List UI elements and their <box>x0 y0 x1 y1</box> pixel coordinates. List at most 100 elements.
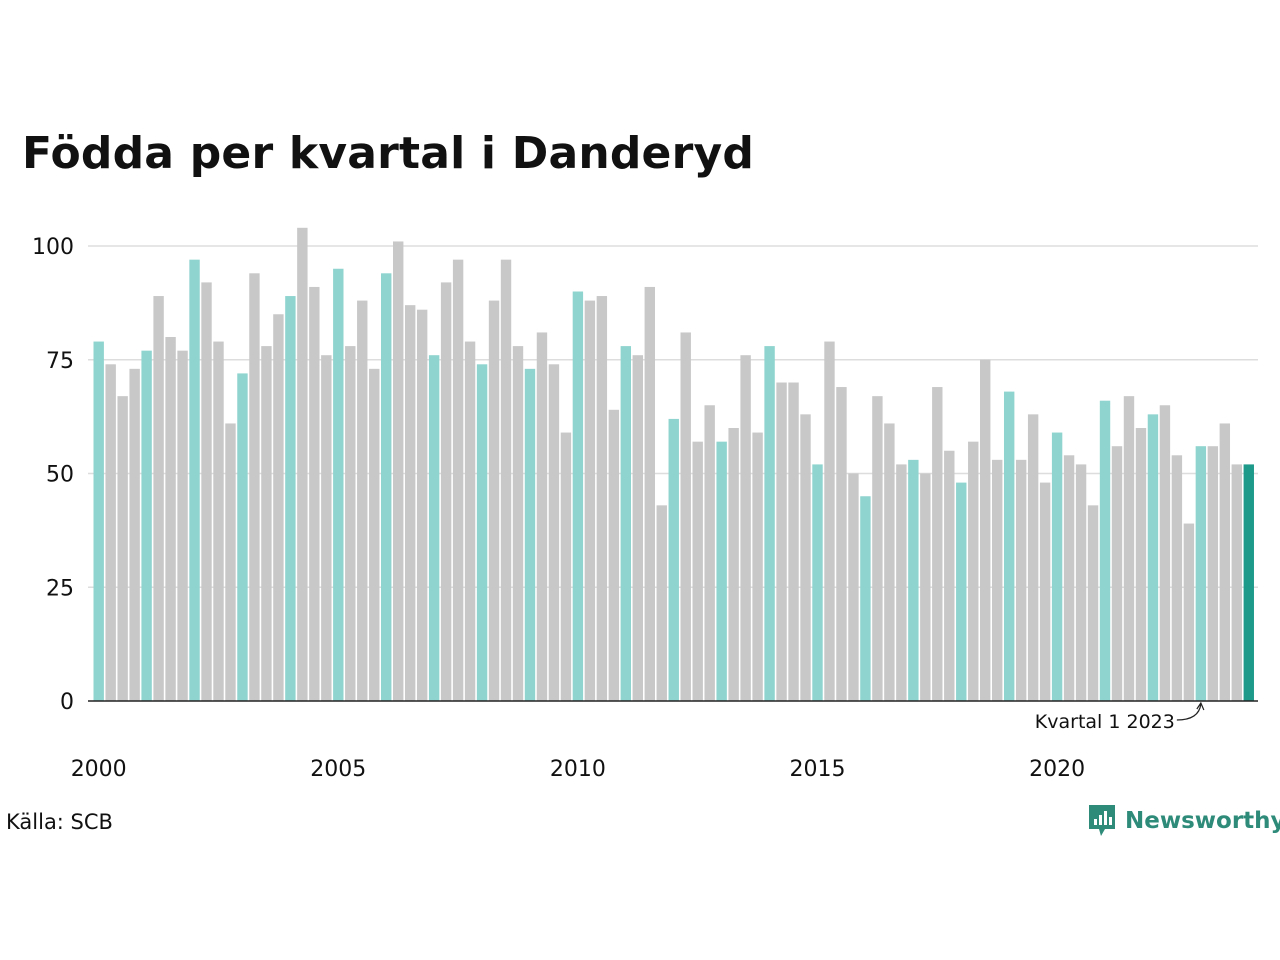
bar <box>165 337 176 701</box>
bar <box>261 346 272 701</box>
bar <box>1135 428 1147 701</box>
bar <box>1039 482 1051 701</box>
bar <box>1207 446 1219 701</box>
bar <box>369 368 380 701</box>
bar <box>848 473 859 701</box>
bar <box>692 441 703 701</box>
bar <box>321 355 332 701</box>
bar <box>1099 400 1111 701</box>
bar <box>141 350 152 701</box>
bar <box>1063 455 1075 701</box>
bar <box>357 300 368 701</box>
bars <box>93 227 1254 702</box>
bar <box>884 423 895 701</box>
bar <box>117 396 128 701</box>
bar <box>620 346 632 701</box>
bar <box>393 241 404 701</box>
bar <box>836 387 847 701</box>
bar <box>728 428 739 701</box>
bar <box>872 396 883 701</box>
x-tick-label: 2000 <box>71 757 127 782</box>
bar <box>464 341 476 701</box>
bar <box>1195 446 1207 701</box>
bar <box>1219 423 1231 701</box>
y-axis-ticks: 0 25 50 75 100 <box>32 235 74 715</box>
bar <box>752 432 763 701</box>
bar <box>1111 446 1123 701</box>
bar <box>153 296 164 701</box>
bar <box>932 387 943 701</box>
bar <box>416 309 428 701</box>
bar <box>476 364 488 701</box>
bar <box>536 332 548 701</box>
newsworthy-logo-icon <box>1089 805 1115 836</box>
bar <box>249 273 260 701</box>
bar <box>213 341 224 701</box>
bar <box>608 409 620 701</box>
bar <box>500 259 512 701</box>
bar <box>1015 459 1027 701</box>
bar <box>644 286 655 701</box>
bar <box>105 364 116 701</box>
bar <box>524 368 536 701</box>
bar <box>1243 464 1254 701</box>
bar <box>488 300 500 701</box>
x-tick-label: 2015 <box>790 757 846 782</box>
bar <box>1051 432 1063 701</box>
x-tick-label: 2020 <box>1029 757 1085 782</box>
y-tick-label: 0 <box>60 690 74 715</box>
bar <box>740 355 751 701</box>
bar <box>1231 464 1242 701</box>
bar <box>225 423 236 701</box>
bar <box>129 368 140 701</box>
bar <box>896 464 907 701</box>
bar <box>1075 464 1087 701</box>
y-tick-label: 100 <box>32 235 74 260</box>
source-label: Källa: SCB <box>6 810 113 834</box>
bar <box>93 341 104 701</box>
bar <box>1183 523 1195 701</box>
bar <box>177 350 188 701</box>
bar <box>776 382 787 701</box>
y-tick-label: 75 <box>46 349 74 374</box>
bar <box>285 296 296 701</box>
bar <box>1171 455 1183 701</box>
bar <box>920 473 931 701</box>
bar <box>956 482 967 701</box>
bar <box>716 441 727 701</box>
x-tick-label: 2010 <box>550 757 606 782</box>
bar <box>596 296 608 701</box>
brand-logo: Newsworthy <box>1087 803 1280 839</box>
bar <box>333 268 344 701</box>
y-tick-label: 50 <box>46 463 74 488</box>
bar <box>992 459 1003 701</box>
bar <box>668 418 679 701</box>
bar <box>680 332 691 701</box>
bar <box>512 346 524 701</box>
bar <box>788 382 799 701</box>
bar <box>968 441 979 701</box>
bar <box>632 355 643 701</box>
bar <box>1003 391 1015 701</box>
bar <box>800 414 811 701</box>
bar <box>1159 405 1171 701</box>
bar <box>297 227 308 702</box>
bar <box>704 405 715 701</box>
bar <box>824 341 835 701</box>
annotation: Kvartal 1 2023 <box>1035 701 1205 733</box>
bar <box>452 259 464 701</box>
bar <box>656 505 667 701</box>
bar <box>812 464 823 701</box>
bar <box>548 364 560 701</box>
bar <box>428 355 440 701</box>
bar <box>1027 414 1039 701</box>
bar <box>345 346 356 701</box>
bar <box>273 314 284 701</box>
annotation-label: Kvartal 1 2023 <box>1035 711 1175 733</box>
x-axis-ticks: 2000 2005 2010 2015 2020 <box>71 757 1085 782</box>
bar <box>1147 414 1159 701</box>
brand-name: Newsworthy <box>1125 808 1280 834</box>
bar <box>381 273 392 701</box>
y-tick-label: 25 <box>46 576 74 601</box>
bar <box>189 259 200 701</box>
